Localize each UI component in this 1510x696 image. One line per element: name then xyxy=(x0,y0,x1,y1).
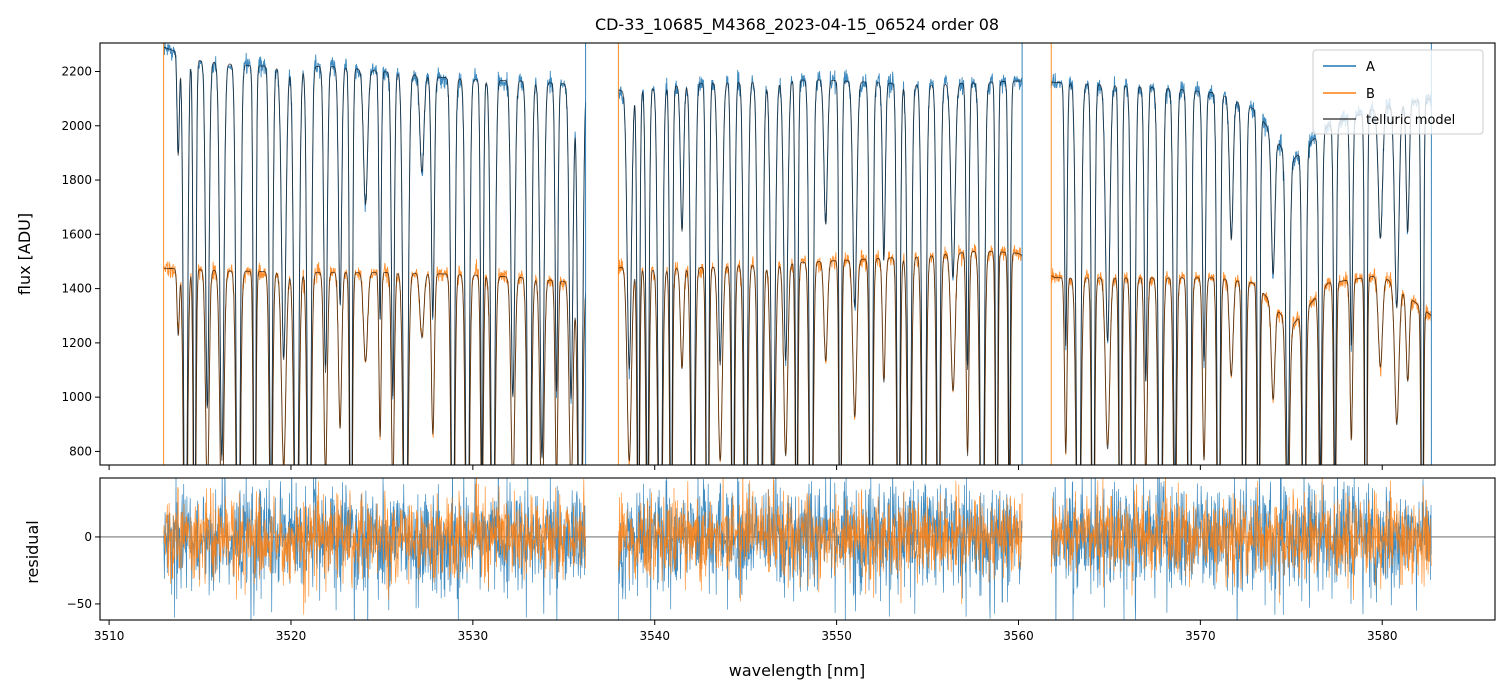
x-tick-label: 3560 xyxy=(1003,629,1034,643)
flux-y-tick-label: 2200 xyxy=(61,64,92,78)
model-b-segment-3 xyxy=(1050,274,1432,465)
series-b-flux-segment-1 xyxy=(163,259,586,465)
model-a-segment-1 xyxy=(163,46,587,465)
flux-y-axis-label: flux [ADU] xyxy=(15,213,34,295)
legend: A B telluric model xyxy=(1312,49,1484,135)
flux-y-tick-label: 800 xyxy=(69,444,92,458)
series-b-residual-segment-1 xyxy=(163,478,586,615)
legend-b-label: B xyxy=(1366,87,1375,102)
flux-y-tick-label: 1200 xyxy=(61,336,92,350)
x-tick-label: 3540 xyxy=(639,629,670,643)
flux-y-tick-label: 2000 xyxy=(61,119,92,133)
x-tick-label: 3510 xyxy=(94,629,125,643)
residual-y-ticks: −50 0 xyxy=(67,530,100,611)
residual-y-axis-label: residual xyxy=(23,520,42,583)
flux-plot-area xyxy=(163,43,1432,465)
residual-x-ticks: 3510 3520 3530 3540 3550 3560 3570 3580 xyxy=(94,620,1398,643)
residual-y-tick-label: −50 xyxy=(67,597,92,611)
series-b-residual-segment-3 xyxy=(1050,478,1432,603)
x-tick-label: 3550 xyxy=(821,629,852,643)
residual-plot-area xyxy=(100,478,1495,620)
x-tick-label: 3570 xyxy=(1185,629,1216,643)
x-axis-label: wavelength [nm] xyxy=(729,661,866,680)
series-b-flux-segment-2 xyxy=(617,244,1023,465)
flux-panel-frame xyxy=(99,42,1496,466)
flux-y-ticks: 800 1000 1200 1400 1600 1800 2000 2200 xyxy=(61,64,100,458)
x-tick-label: 3580 xyxy=(1367,629,1398,643)
legend-a-label: A xyxy=(1366,60,1375,75)
residual-panel: −50 0 3510 3520 3530 3540 3550 3560 3570 3580 re… xyxy=(23,477,1496,680)
legend-box xyxy=(1312,49,1484,135)
flux-y-tick-label: 1400 xyxy=(61,282,92,296)
model-b-segment-1 xyxy=(163,267,587,465)
x-tick-label: 3520 xyxy=(276,629,307,643)
series-b-residual-segment-2 xyxy=(618,478,1023,605)
chart-title: CD-33_10685_M4368_2023-04-15_06524 order… xyxy=(595,15,999,35)
flux-panel: 800 1000 1200 1400 1600 1800 2000 2200 flux [AD… xyxy=(15,42,1496,470)
legend-model-label: telluric model xyxy=(1366,113,1455,128)
residual-panel-frame xyxy=(99,477,1496,621)
model-a-segment-3 xyxy=(1051,81,1432,465)
model-a-segment-2 xyxy=(618,79,1023,465)
x-tick-label: 3530 xyxy=(458,629,489,643)
flux-y-tick-label: 1800 xyxy=(61,173,92,187)
flux-y-tick-label: 1600 xyxy=(61,227,92,241)
flux-y-tick-label: 1000 xyxy=(61,390,92,404)
flux-x-ticks xyxy=(108,465,1383,470)
residual-y-tick-label: 0 xyxy=(84,530,92,544)
model-b-segment-2 xyxy=(618,250,1023,465)
